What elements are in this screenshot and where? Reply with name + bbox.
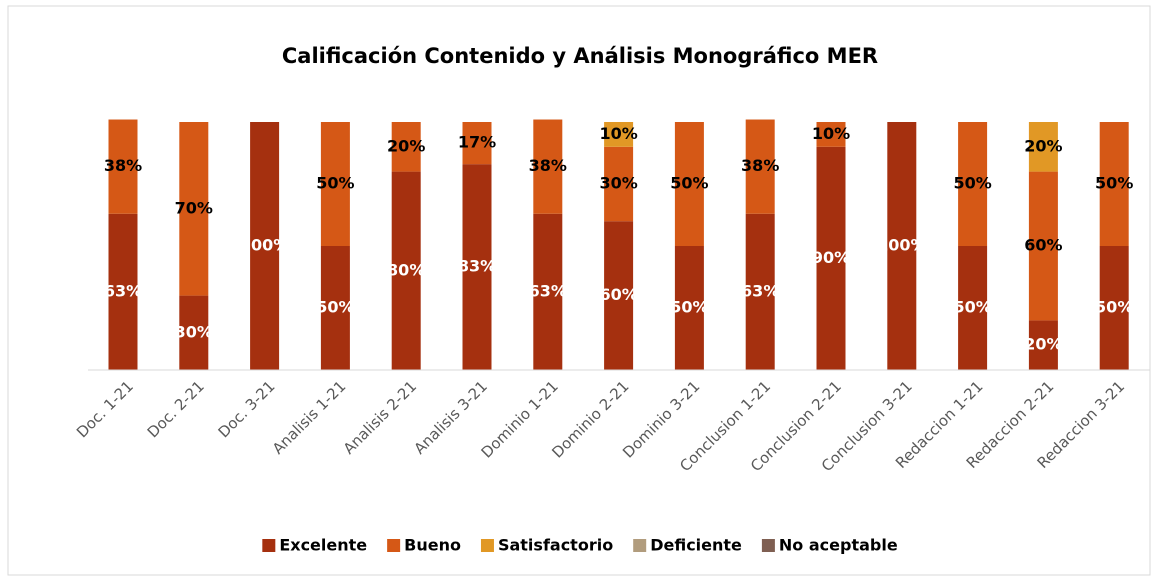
legend-swatch bbox=[480, 539, 494, 552]
data-label: 60% bbox=[599, 285, 637, 304]
data-label: 30% bbox=[175, 322, 213, 341]
data-label: 50% bbox=[316, 174, 354, 193]
bar-segment bbox=[108, 119, 138, 214]
bar-segment bbox=[1099, 122, 1129, 246]
bar-segment bbox=[391, 122, 421, 172]
bar-segment bbox=[816, 146, 846, 370]
bar-segment bbox=[745, 213, 775, 370]
legend: Excelente Bueno Satisfactorio Deficiente No … bbox=[262, 536, 898, 555]
data-label: 63% bbox=[741, 281, 779, 300]
bar-segment bbox=[462, 122, 492, 165]
bar-segment bbox=[179, 122, 209, 296]
bar-segment bbox=[958, 122, 988, 246]
legend-swatch bbox=[633, 539, 647, 552]
bar-segment bbox=[391, 171, 421, 370]
bar-segment bbox=[816, 122, 846, 147]
bar-segment bbox=[674, 122, 704, 246]
legend-item: No aceptable bbox=[761, 536, 898, 555]
legend-swatch bbox=[262, 539, 276, 552]
legend-item: Deficiente bbox=[633, 536, 742, 555]
bar-segment bbox=[533, 213, 563, 370]
legend-swatch bbox=[387, 539, 401, 552]
data-label: 63% bbox=[104, 281, 142, 300]
data-label: 50% bbox=[670, 298, 708, 317]
data-label: 38% bbox=[104, 156, 142, 175]
bar-segment bbox=[604, 122, 634, 147]
bar-segment bbox=[674, 246, 704, 370]
data-label: 10% bbox=[812, 124, 850, 143]
bar-segment bbox=[320, 122, 350, 246]
data-label: 60% bbox=[1024, 236, 1062, 255]
data-label: 50% bbox=[316, 298, 354, 317]
labels: 63% 38% 30% 70% 100% 50% 50% 80% 20% 83% 17% 63% 38%… bbox=[104, 124, 1133, 354]
bar-segment bbox=[1028, 320, 1058, 370]
legend-label: No aceptable bbox=[779, 536, 898, 555]
data-label: 63% bbox=[529, 281, 567, 300]
data-label: 38% bbox=[741, 156, 779, 175]
legend-swatch bbox=[761, 539, 775, 552]
data-label: 100% bbox=[240, 236, 289, 255]
data-label: 38% bbox=[529, 156, 567, 175]
data-label: 10% bbox=[599, 124, 637, 143]
bar-segment bbox=[887, 122, 917, 370]
data-label: 50% bbox=[670, 174, 708, 193]
data-label: 17% bbox=[458, 133, 496, 152]
bar-segment bbox=[462, 164, 492, 370]
legend-label: Bueno bbox=[404, 536, 461, 555]
chart-title: Calificación Contenido y Análisis Monogr… bbox=[282, 44, 878, 68]
bar-segment bbox=[1099, 246, 1129, 370]
legend-item: Bueno bbox=[387, 536, 461, 555]
data-label: 30% bbox=[599, 174, 637, 193]
bar-segment bbox=[108, 213, 138, 370]
data-label: 80% bbox=[387, 260, 425, 279]
bar-segment bbox=[250, 122, 280, 370]
legend-label: Excelente bbox=[279, 536, 367, 555]
data-label: 50% bbox=[1095, 298, 1133, 317]
bar-segment bbox=[958, 246, 988, 370]
bar-segment bbox=[745, 119, 775, 214]
legend-item: Excelente bbox=[262, 536, 367, 555]
bar-segment bbox=[604, 146, 634, 222]
data-label: 70% bbox=[175, 198, 213, 217]
plot bbox=[108, 119, 1129, 370]
data-label: 20% bbox=[387, 136, 425, 155]
data-label: 50% bbox=[1095, 174, 1133, 193]
legend-label: Satisfactorio bbox=[498, 536, 613, 555]
bar-segment bbox=[604, 221, 634, 370]
data-label: 50% bbox=[953, 174, 991, 193]
bar-segment bbox=[1028, 171, 1058, 321]
data-label: 83% bbox=[458, 257, 496, 276]
bar-segment bbox=[320, 246, 350, 370]
data-label: 100% bbox=[877, 236, 926, 255]
bar-segment bbox=[533, 119, 563, 214]
legend-label: Deficiente bbox=[650, 536, 742, 555]
data-label: 20% bbox=[1024, 136, 1062, 155]
legend-item: Satisfactorio bbox=[480, 536, 613, 555]
data-label: 20% bbox=[1024, 335, 1062, 354]
data-label: 50% bbox=[953, 298, 991, 317]
bar-segment bbox=[179, 295, 209, 370]
bar-segment bbox=[1028, 122, 1058, 172]
data-label: 90% bbox=[812, 248, 850, 267]
